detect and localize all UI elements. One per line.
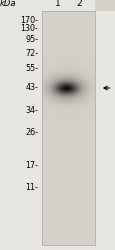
Text: 72-: 72- [25, 48, 38, 58]
Text: 2: 2 [76, 0, 82, 8]
Text: 72-: 72- [25, 48, 38, 58]
Text: 34-: 34- [25, 106, 38, 115]
Text: 11-: 11- [25, 183, 38, 192]
Bar [0, 0, 41, 250]
Text: 34-: 34- [25, 106, 38, 115]
Text: 26-: 26- [25, 128, 38, 137]
Text: 55-: 55- [25, 64, 38, 73]
Text: 1: 1 [54, 0, 60, 8]
Text: 170-: 170- [20, 16, 38, 25]
Text: 17-: 17- [25, 161, 38, 170]
Text: 2: 2 [76, 0, 82, 8]
Bar [41, 245, 94, 250]
Text: 130-: 130- [20, 24, 38, 33]
Text: 170-: 170- [20, 16, 38, 25]
Bar [94, 11, 115, 250]
Text: 130-: 130- [20, 24, 38, 33]
Text: 26-: 26- [25, 128, 38, 137]
Text: 1: 1 [54, 0, 60, 8]
Text: 95-: 95- [25, 36, 38, 44]
Text: kDa: kDa [0, 0, 16, 8]
Text: 55-: 55- [25, 64, 38, 73]
Text: 43-: 43- [25, 84, 38, 92]
Text: 43-: 43- [25, 84, 38, 92]
Bar [41, 11, 94, 245]
Bar [41, 0, 94, 11]
Text: 11-: 11- [25, 183, 38, 192]
Text: kDa: kDa [0, 0, 16, 8]
Text: 17-: 17- [25, 161, 38, 170]
Text: 95-: 95- [25, 36, 38, 44]
Bar [41, 11, 94, 245]
